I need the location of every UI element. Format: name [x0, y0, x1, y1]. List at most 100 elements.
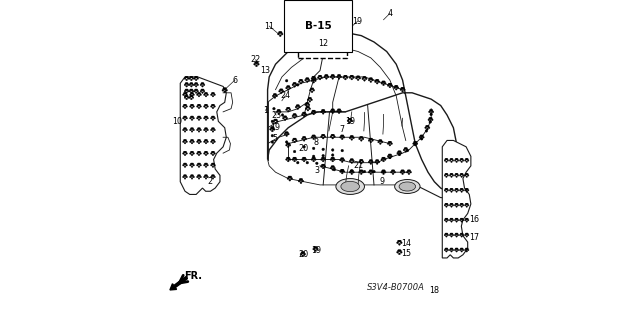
Circle shape: [196, 117, 198, 119]
Circle shape: [343, 77, 344, 78]
Circle shape: [347, 26, 349, 28]
Circle shape: [191, 79, 192, 81]
Circle shape: [257, 63, 259, 65]
Circle shape: [458, 219, 459, 221]
Circle shape: [191, 89, 193, 91]
Circle shape: [323, 160, 324, 162]
Circle shape: [280, 32, 281, 33]
Circle shape: [451, 218, 452, 219]
Circle shape: [189, 106, 191, 107]
Circle shape: [212, 142, 214, 144]
Circle shape: [331, 157, 333, 159]
Circle shape: [370, 138, 372, 140]
Circle shape: [389, 86, 391, 88]
Circle shape: [182, 141, 184, 143]
Circle shape: [287, 146, 289, 148]
Circle shape: [340, 135, 342, 137]
Circle shape: [449, 174, 451, 176]
Circle shape: [184, 151, 185, 153]
Circle shape: [458, 204, 459, 206]
Circle shape: [192, 93, 194, 94]
Circle shape: [310, 88, 312, 90]
Circle shape: [184, 139, 185, 141]
Circle shape: [205, 119, 207, 120]
Circle shape: [349, 26, 351, 28]
Circle shape: [296, 84, 297, 86]
Circle shape: [362, 171, 364, 173]
Circle shape: [372, 171, 373, 173]
Circle shape: [303, 157, 305, 159]
Circle shape: [349, 77, 351, 78]
Circle shape: [311, 112, 313, 113]
Circle shape: [211, 94, 212, 95]
Circle shape: [307, 102, 308, 104]
Circle shape: [351, 170, 353, 172]
Circle shape: [207, 141, 209, 143]
Circle shape: [184, 90, 186, 92]
Circle shape: [346, 26, 348, 28]
Circle shape: [383, 81, 385, 83]
Circle shape: [330, 167, 332, 169]
Circle shape: [280, 89, 282, 91]
Circle shape: [455, 188, 456, 190]
Circle shape: [186, 89, 188, 91]
Circle shape: [396, 88, 397, 90]
Circle shape: [298, 105, 300, 107]
Circle shape: [275, 93, 276, 95]
Circle shape: [285, 132, 287, 133]
Circle shape: [362, 170, 363, 172]
Circle shape: [285, 141, 288, 143]
Circle shape: [389, 144, 391, 146]
Circle shape: [204, 84, 205, 86]
Circle shape: [271, 127, 273, 129]
Circle shape: [346, 28, 349, 30]
Circle shape: [350, 136, 352, 137]
Circle shape: [311, 78, 313, 79]
Circle shape: [184, 175, 186, 176]
Circle shape: [430, 113, 433, 116]
Circle shape: [185, 93, 187, 94]
Circle shape: [466, 233, 467, 234]
Circle shape: [406, 149, 408, 152]
Circle shape: [447, 174, 449, 176]
Circle shape: [211, 93, 213, 94]
Circle shape: [349, 28, 351, 30]
Circle shape: [276, 111, 278, 113]
Circle shape: [444, 174, 445, 176]
Circle shape: [458, 234, 459, 236]
Circle shape: [370, 141, 372, 143]
Circle shape: [332, 160, 333, 162]
Circle shape: [213, 163, 214, 165]
Bar: [320, 39, 323, 51]
Circle shape: [185, 163, 187, 165]
Circle shape: [341, 135, 343, 137]
Circle shape: [368, 161, 370, 163]
Text: 19: 19: [353, 17, 362, 26]
Circle shape: [383, 160, 385, 162]
Circle shape: [305, 114, 307, 115]
Circle shape: [255, 65, 257, 67]
Circle shape: [186, 141, 188, 143]
Circle shape: [343, 159, 345, 161]
Circle shape: [356, 76, 358, 78]
Circle shape: [444, 249, 445, 251]
Ellipse shape: [395, 180, 420, 194]
Circle shape: [364, 79, 365, 81]
Circle shape: [311, 80, 313, 82]
Circle shape: [199, 128, 200, 130]
Circle shape: [184, 93, 186, 94]
Text: 16: 16: [469, 215, 479, 224]
Circle shape: [450, 218, 451, 219]
Circle shape: [304, 112, 306, 114]
Circle shape: [461, 251, 462, 252]
Circle shape: [461, 206, 462, 207]
Circle shape: [377, 160, 379, 161]
Circle shape: [451, 203, 452, 205]
Circle shape: [415, 141, 416, 143]
Circle shape: [287, 110, 289, 112]
Circle shape: [276, 119, 277, 121]
Circle shape: [348, 26, 349, 28]
Circle shape: [273, 129, 275, 130]
Circle shape: [207, 117, 209, 119]
Circle shape: [456, 188, 458, 190]
